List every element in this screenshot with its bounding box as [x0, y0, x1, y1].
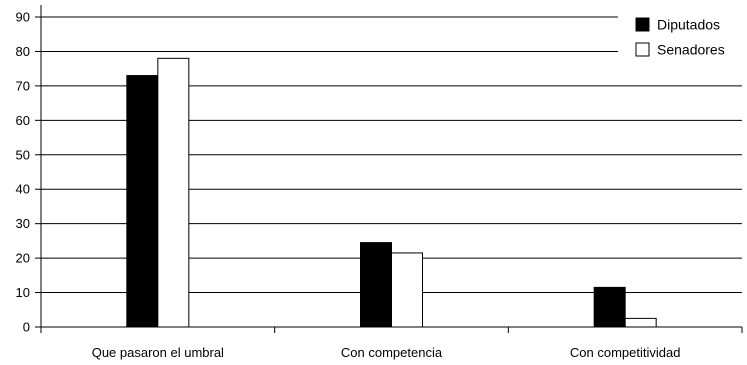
y-tick-label: 80 — [16, 44, 30, 59]
bars — [126, 57, 657, 328]
legend-label-diputados: Diputados — [657, 17, 720, 33]
y-tick-label: 30 — [16, 216, 30, 231]
x-tick-label: Con competencia — [341, 345, 443, 360]
y-tick-label: 90 — [16, 10, 30, 25]
bar-diputados — [593, 286, 626, 328]
bar-diputados — [126, 75, 159, 328]
y-tick-label: 70 — [16, 78, 30, 93]
x-tick-label: Con competitividad — [570, 345, 681, 360]
axes — [35, 5, 743, 333]
legend-background — [618, 4, 746, 74]
y-tick-label: 60 — [16, 113, 30, 128]
y-tick-label: 20 — [16, 251, 30, 266]
bar-senadores — [624, 317, 657, 328]
bar-diputados — [360, 242, 392, 328]
bar-senadores — [391, 252, 423, 328]
legend-label-senadores: Senadores — [657, 42, 725, 58]
y-tick-label: 0 — [23, 320, 30, 335]
y-tick-label: 50 — [16, 147, 30, 162]
y-tick-label: 40 — [16, 182, 30, 197]
legend-swatch-senadores — [635, 42, 650, 57]
x-tick-label: Que pasaron el umbral — [92, 345, 224, 360]
bar-senadores — [157, 57, 190, 328]
y-tick-labels: 0 10 20 30 40 50 60 70 80 90 — [16, 10, 30, 335]
legend: Diputados Senadores — [618, 4, 746, 74]
y-tick-label: 10 — [16, 285, 30, 300]
legend-swatch-diputados — [635, 17, 650, 32]
x-tick-labels: Que pasaron el umbral Con competencia Con … — [92, 345, 681, 360]
